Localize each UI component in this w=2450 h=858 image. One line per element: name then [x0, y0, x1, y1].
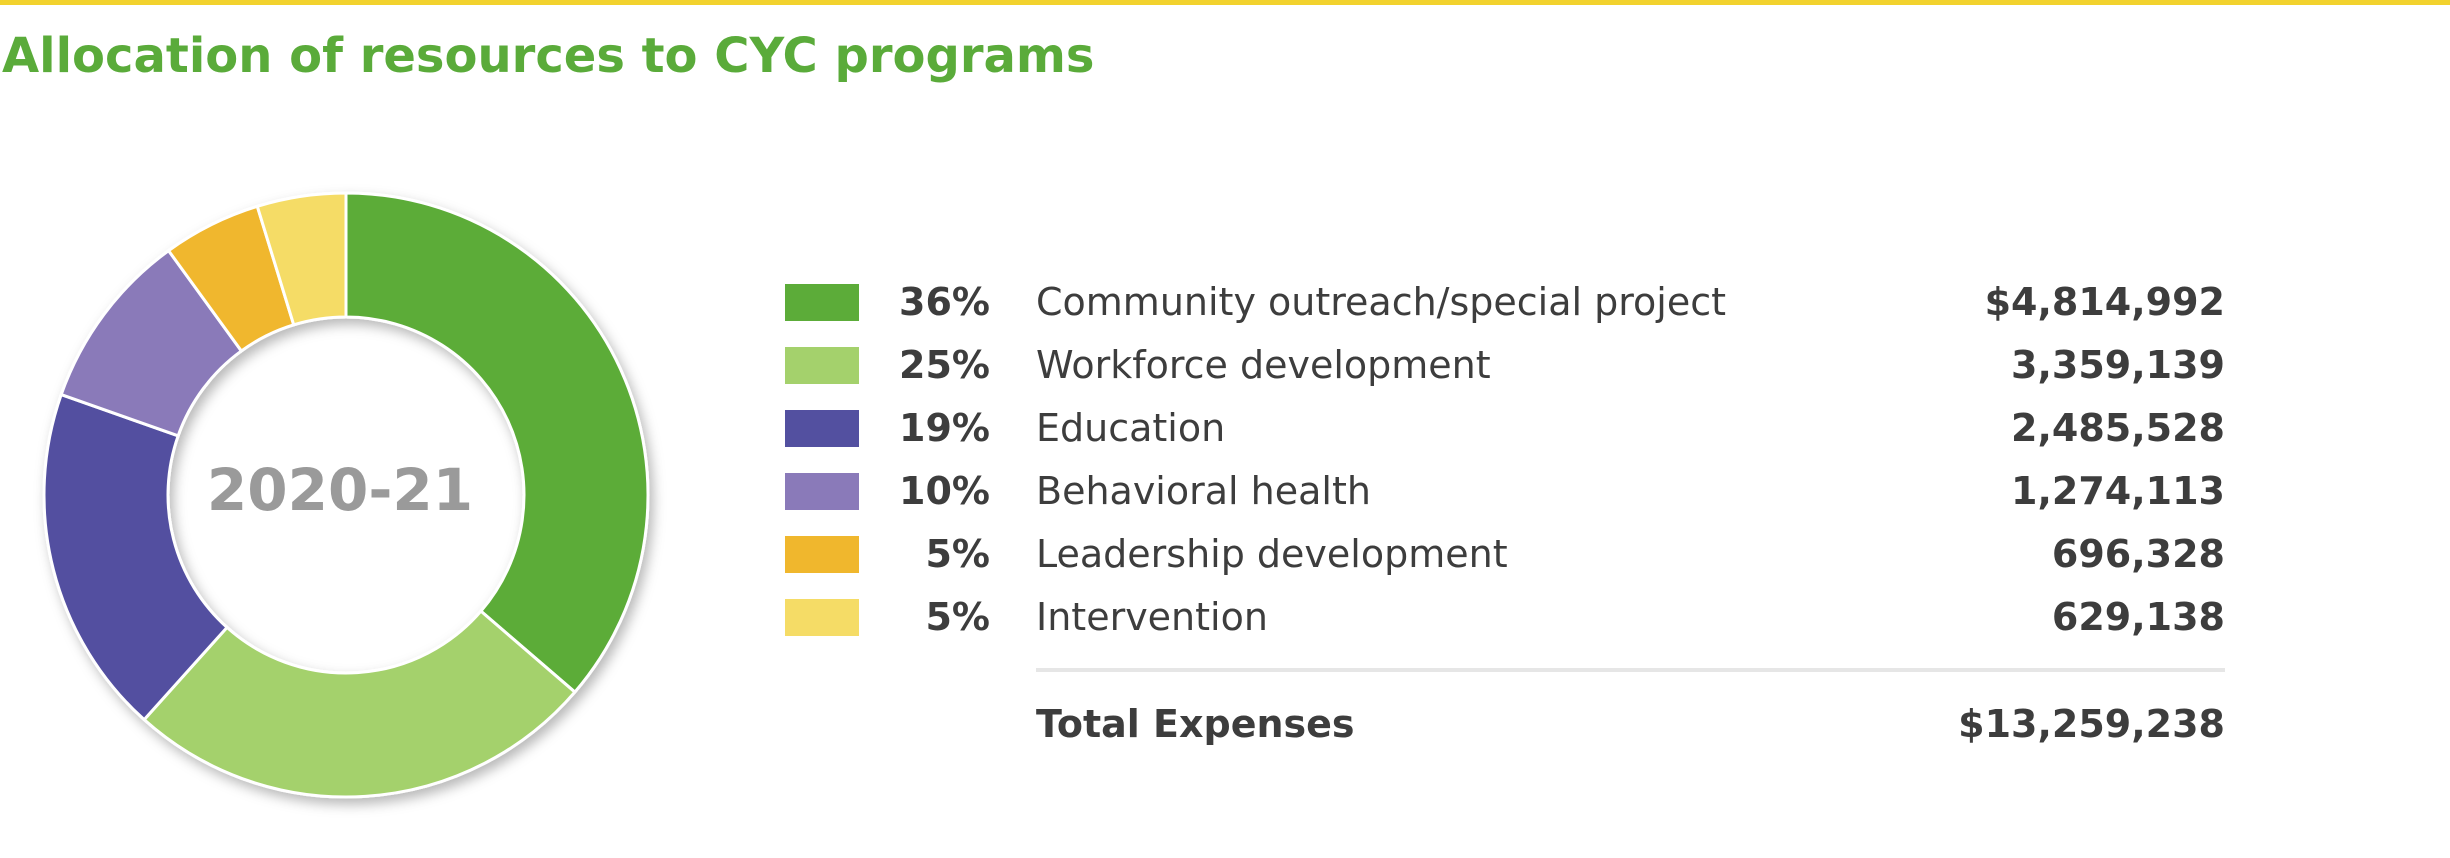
legend-swatch	[785, 473, 859, 510]
donut-slice	[344, 191, 650, 695]
total-expenses-amount: $13,259,238	[1958, 702, 2225, 746]
legend-swatch	[785, 536, 859, 573]
legend-category-label: Leadership development	[1036, 532, 1508, 576]
legend-amount: 3,359,139	[2011, 343, 2225, 387]
legend-percent: 5%	[925, 532, 990, 576]
legend-amount: 2,485,528	[2011, 406, 2225, 450]
legend-category-label: Behavioral health	[1036, 469, 1371, 513]
donut-slice	[42, 392, 230, 722]
legend-percent: 5%	[925, 595, 990, 639]
legend-swatch	[785, 599, 859, 636]
donut-chart: 2020-21	[42, 191, 650, 799]
legend-table: 36% Community outreach/special project $4,…	[785, 272, 2225, 650]
legend-row: 25% Workforce development 3,359,139	[785, 335, 2225, 398]
legend-row: 36% Community outreach/special project $4,…	[785, 272, 2225, 335]
total-divider	[1036, 668, 2225, 672]
legend-swatch	[785, 410, 859, 447]
legend-row: 5% Intervention 629,138	[785, 587, 2225, 650]
legend-amount: 1,274,113	[2011, 469, 2225, 513]
legend-category-label: Intervention	[1036, 595, 1268, 639]
donut-center-label: 2020-21	[207, 456, 473, 524]
donut-slice	[142, 609, 577, 799]
donut-slice	[255, 191, 348, 327]
legend-amount: 696,328	[2051, 532, 2225, 576]
legend-percent: 36%	[899, 280, 990, 324]
total-expenses-label: Total Expenses	[1036, 702, 1355, 746]
chart-title: Allocation of resources to CYC programs	[2, 28, 1095, 84]
legend-swatch	[785, 284, 859, 321]
legend-percent: 19%	[899, 406, 990, 450]
legend-percent: 25%	[899, 343, 990, 387]
legend-swatch	[785, 347, 859, 384]
legend-row: 19% Education 2,485,528	[785, 398, 2225, 461]
donut-slices	[42, 191, 650, 799]
top-accent-rule	[0, 0, 2450, 5]
legend-row: 5% Leadership development 696,328	[785, 524, 2225, 587]
legend-category-label: Education	[1036, 406, 1226, 450]
legend-row: 10% Behavioral health 1,274,113	[785, 461, 2225, 524]
legend-category-label: Community outreach/special project	[1036, 280, 1727, 324]
legend-percent: 10%	[899, 469, 990, 513]
legend-amount: 629,138	[2051, 595, 2225, 639]
legend-category-label: Workforce development	[1036, 343, 1491, 387]
legend-amount: $4,814,992	[1984, 280, 2225, 324]
